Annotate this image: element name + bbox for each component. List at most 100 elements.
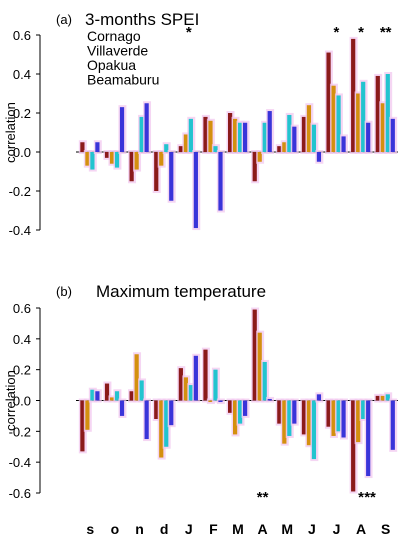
bar-beamaburu-o bbox=[119, 400, 125, 416]
bar-villaverde-M bbox=[233, 400, 238, 435]
bar-villaverde-A bbox=[257, 152, 262, 162]
bar-beamaburu-J bbox=[341, 400, 346, 438]
bar-villaverde-d bbox=[159, 152, 164, 166]
bar-beamaburu-J bbox=[316, 152, 322, 162]
bar-villaverde-S bbox=[380, 103, 385, 152]
y-tick-label: 0.6 bbox=[13, 28, 31, 43]
bar-opakua-s bbox=[90, 389, 95, 401]
significance-marker: ** bbox=[257, 489, 269, 506]
bar-villaverde-s bbox=[85, 400, 90, 430]
bar-cornago-n bbox=[129, 152, 134, 182]
panel-a: (a) 3-months SPEI 0.6 0.4 0.2 0.0 -0.2 -0.4 corr… bbox=[3, 10, 398, 238]
x-tick-label-J: J bbox=[333, 521, 341, 537]
y-tick-label: -0.4 bbox=[9, 223, 31, 238]
bar-opakua-F bbox=[213, 369, 218, 401]
x-tick-label-J: J bbox=[308, 521, 316, 537]
bar-opakua-n bbox=[139, 116, 144, 152]
bar-cornago-J bbox=[326, 52, 331, 152]
bar-villaverde-d bbox=[159, 400, 164, 458]
bar-villaverde-o bbox=[109, 152, 115, 164]
bar-cornago-s bbox=[80, 142, 85, 152]
bar-beamaburu-d bbox=[169, 400, 174, 426]
x-tick-label-n: n bbox=[135, 521, 144, 537]
bar-beamaburu-n bbox=[144, 400, 149, 440]
bar-cornago-d bbox=[154, 400, 159, 419]
panel-b: (b) Maximum temperature 0.6 0.4 0.2 0.0 -0.2 -0… bbox=[3, 282, 398, 537]
bar-opakua-A bbox=[361, 81, 366, 152]
bar-villaverde-F bbox=[208, 120, 213, 152]
y-tick-label: 0.4 bbox=[13, 332, 31, 347]
bar-opakua-J bbox=[311, 400, 317, 460]
legend-entry-beamaburu: Beamaburu bbox=[87, 72, 159, 88]
bar-beamaburu-J bbox=[193, 355, 198, 401]
y-tick-label: -0.2 bbox=[9, 184, 31, 199]
bar-villaverde-M bbox=[233, 118, 238, 152]
bar-opakua-A bbox=[262, 122, 267, 152]
bar-opakua-F bbox=[213, 146, 218, 152]
legend-entry-villaverde: Villaverde bbox=[87, 43, 148, 59]
panel-label: (a) bbox=[56, 12, 72, 27]
bar-villaverde-A bbox=[356, 400, 361, 443]
bar-opakua-d bbox=[164, 144, 169, 152]
chart-title: 3-months SPEI bbox=[85, 10, 199, 29]
bar-cornago-J bbox=[301, 116, 307, 152]
bar-opakua-M bbox=[287, 400, 292, 436]
y-tick-label: -0.2 bbox=[9, 424, 31, 439]
bar-villaverde-J bbox=[183, 134, 188, 152]
bar-villaverde-J bbox=[306, 400, 312, 446]
bar-beamaburu-F bbox=[218, 152, 223, 211]
bar-cornago-F bbox=[203, 349, 208, 401]
x-tick-label-J: J bbox=[185, 521, 193, 537]
bar-opakua-S bbox=[385, 394, 390, 401]
bar-cornago-o bbox=[104, 383, 110, 401]
bar-villaverde-F bbox=[208, 400, 213, 403]
bar-villaverde-S bbox=[380, 395, 385, 401]
bar-beamaburu-o bbox=[119, 107, 125, 152]
bar-villaverde-J bbox=[331, 400, 336, 436]
x-tick-label-A: A bbox=[356, 521, 366, 537]
bar-cornago-A bbox=[351, 400, 356, 492]
bar-cornago-J bbox=[178, 368, 183, 401]
significance-marker: ** bbox=[380, 24, 392, 41]
bar-opakua-d bbox=[164, 400, 169, 447]
bar-beamaburu-J bbox=[341, 136, 346, 152]
bar-villaverde-J bbox=[331, 85, 336, 152]
bar-opakua-A bbox=[262, 361, 267, 401]
bar-cornago-s bbox=[80, 400, 85, 452]
bar-beamaburu-S bbox=[390, 118, 395, 152]
significance-marker: ** bbox=[364, 489, 376, 506]
chart-title: Maximum temperature bbox=[96, 282, 266, 301]
bar-cornago-o bbox=[104, 152, 110, 158]
x-tick-label-F: F bbox=[209, 521, 218, 537]
bar-opakua-S bbox=[385, 74, 390, 152]
bar-villaverde-M bbox=[282, 400, 287, 444]
bar-beamaburu-M bbox=[243, 400, 248, 416]
bar-beamaburu-s bbox=[95, 142, 100, 152]
y-tick-label: 0.6 bbox=[13, 301, 31, 316]
bar-cornago-M bbox=[277, 146, 282, 152]
significance-marker: * bbox=[186, 24, 192, 41]
bar-beamaburu-S bbox=[390, 400, 395, 450]
y-tick-label: -0.6 bbox=[9, 486, 31, 501]
bar-villaverde-M bbox=[282, 142, 287, 152]
bar-opakua-o bbox=[114, 391, 120, 401]
bar-beamaburu-J bbox=[193, 152, 198, 229]
bar-cornago-M bbox=[228, 113, 233, 152]
x-tick-label-S: S bbox=[381, 521, 390, 537]
significance-marker: * bbox=[358, 24, 364, 41]
bar-villaverde-J bbox=[183, 377, 188, 401]
bar-beamaburu-d bbox=[169, 152, 174, 201]
bar-beamaburu-A bbox=[366, 122, 371, 152]
significance-marker: * bbox=[358, 489, 364, 506]
bar-opakua-M bbox=[238, 400, 243, 424]
bar-cornago-A bbox=[252, 309, 257, 401]
bar-beamaburu-A bbox=[267, 398, 272, 401]
bar-cornago-J bbox=[326, 400, 331, 427]
x-tick-label-s: s bbox=[86, 521, 94, 537]
bar-cornago-n bbox=[129, 391, 134, 401]
y-tick-label: 0.0 bbox=[13, 394, 31, 409]
bar-beamaburu-J bbox=[316, 394, 322, 401]
y-tick-label: 0.0 bbox=[13, 145, 31, 160]
bar-opakua-J bbox=[188, 385, 193, 401]
